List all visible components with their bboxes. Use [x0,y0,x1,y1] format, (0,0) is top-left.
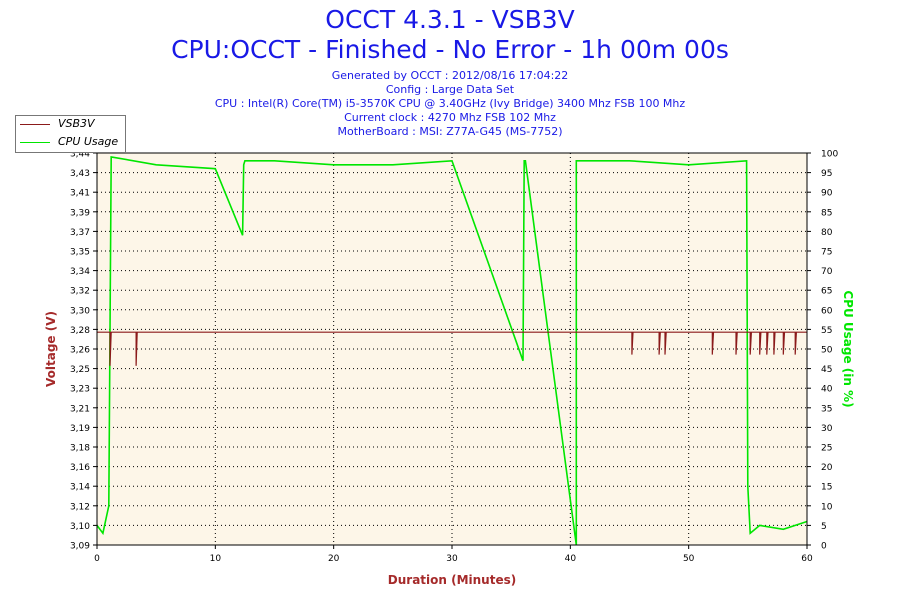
y-right-tick-label: 60 [821,306,833,316]
y-left-tick-label: 3,26 [70,346,90,356]
y-right-tick-label: 20 [821,463,833,473]
x-tick-label: 10 [210,554,222,564]
y-right-tick-label: 40 [821,385,833,395]
series-line-cpu-usage [96,155,808,546]
y-left-tick-label: 3,12 [70,502,90,512]
x-tick-label: 40 [565,554,577,564]
y-left-tick-label: 3,32 [70,287,90,297]
x-tick-label: 60 [801,554,813,564]
y-left-tick-label: 3,43 [70,169,90,179]
chart-legend: VSB3V CPU Usage [15,115,126,153]
info-line-generated: Generated by OCCT : 2012/08/16 17:04:22 [331,69,569,82]
y-left-tick-label: 3,14 [70,483,90,493]
info-line-clock: Current clock : 4270 Mhz FSB 102 Mhz [344,111,556,124]
y-right-tick-label: 95 [821,169,832,179]
series-line-vsb3v [97,331,807,366]
y-right-tick-label: 10 [821,502,833,512]
y-left-tick-label: 3,35 [70,248,90,258]
y-right-tick-label: 15 [821,483,832,493]
y-left-axis-label: Voltage (V) [44,311,58,387]
y-right-tick-label: 5 [821,522,827,532]
y-left-tick-label: 3,30 [70,306,90,316]
legend-swatch-vsb3v [20,124,50,125]
info-line-config: Config : Large Data Set [385,83,515,96]
y-left-tick-label: 3,16 [70,463,90,473]
y-left-tick-label: 3,25 [70,365,90,375]
y-right-tick-label: 55 [821,326,832,336]
y-right-axis-label: CPU Usage (in %) [841,290,855,407]
y-right-tick-label: 0 [821,542,827,552]
y-left-tick-label: 3,41 [70,189,90,199]
y-right-tick-label: 65 [821,287,832,297]
y-right-tick-label: 25 [821,444,832,454]
y-left-tick-label: 3,34 [70,267,90,277]
y-right-tick-label: 90 [821,189,833,199]
info-line-cpu: CPU : Intel(R) Core(TM) i5-3570K CPU @ 3… [214,97,686,110]
legend-label-cpu-usage: CPU Usage [58,135,119,148]
plot-frame [96,152,808,546]
y-left-tick-label: 3,44 [70,150,90,160]
y-left-tick-label: 3,23 [70,385,90,395]
y-left-tick-label: 3,09 [70,542,90,552]
y-right-tick-label: 30 [821,424,833,434]
chart-subtitle: CPU:OCCT - Finished - No Error - 1h 00m … [171,35,729,64]
legend-item-vsb3v: VSB3V [20,117,124,131]
y-right-tick-label: 35 [821,404,832,414]
legend-label-vsb3v: VSB3V [58,117,95,130]
y-left-tick-label: 3,37 [70,228,90,238]
x-tick-label: 50 [683,554,695,564]
y-left-tick-label: 3,19 [70,424,90,434]
y-left-tick-label: 3,10 [70,522,90,532]
y-right-tick-label: 70 [821,267,833,277]
y-right-tick-label: 85 [821,208,832,218]
chart-title: OCCT 4.3.1 - VSB3V [325,5,575,34]
x-tick-label: 0 [94,554,100,564]
y-left-tick-label: 3,21 [70,404,90,414]
legend-item-cpu-usage: CPU Usage [20,135,124,149]
y-right-tick-label: 75 [821,248,832,258]
y-right-tick-label: 100 [821,150,838,160]
x-axis-label: Duration (Minutes) [388,573,516,587]
y-right-tick-label: 50 [821,346,833,356]
legend-swatch-cpu-usage [20,142,50,143]
x-tick-label: 20 [328,554,340,564]
y-right-tick-label: 45 [821,365,832,375]
y-right-tick-label: 80 [821,228,833,238]
y-left-tick-label: 3,39 [70,208,90,218]
info-line-motherboard: MotherBoard : MSI: Z77A-G45 (MS-7752) [337,125,563,138]
x-tick-label: 30 [446,554,458,564]
y-left-tick-label: 3,28 [70,326,90,336]
y-left-tick-label: 3,18 [70,444,90,454]
